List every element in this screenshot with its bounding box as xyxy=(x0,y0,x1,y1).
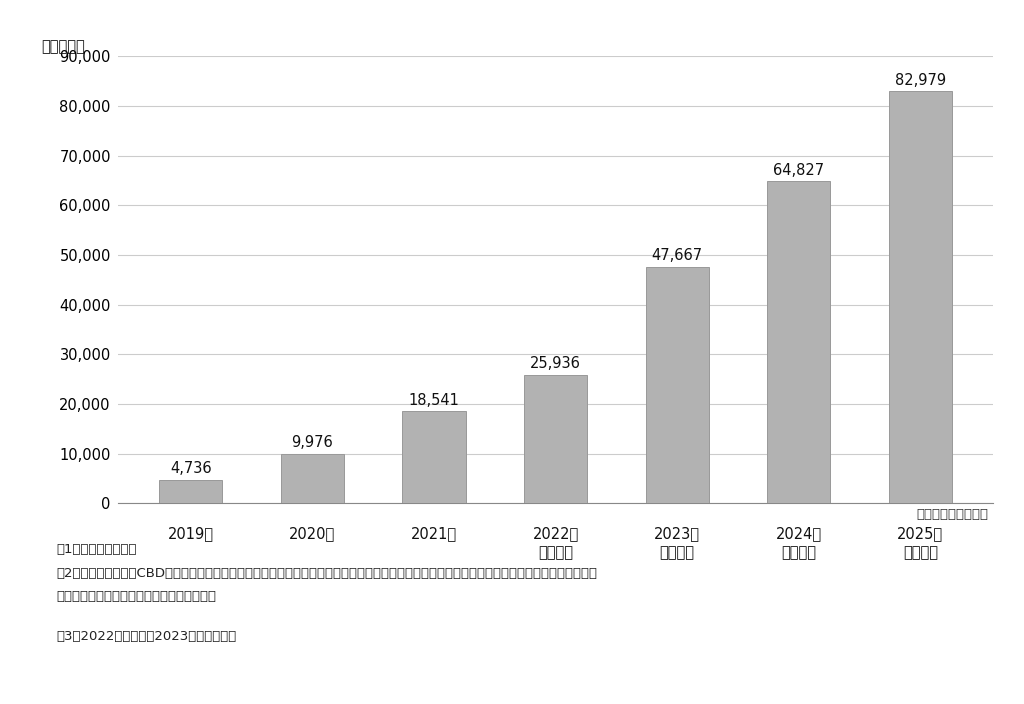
Text: 2025年: 2025年 xyxy=(897,526,943,541)
Text: 18,541: 18,541 xyxy=(409,393,460,408)
Bar xyxy=(889,92,952,503)
Text: 9,976: 9,976 xyxy=(292,435,333,451)
Bar xyxy=(402,411,466,503)
Text: （見込）: （見込） xyxy=(538,546,573,560)
Text: （百万円）: （百万円） xyxy=(41,39,85,54)
Text: 82,979: 82,979 xyxy=(895,73,946,88)
Text: 注1．小売金額ベース: 注1．小売金額ベース xyxy=(56,543,137,556)
Bar xyxy=(767,182,830,503)
Bar xyxy=(281,454,344,503)
Bar xyxy=(159,480,222,503)
Text: 47,667: 47,667 xyxy=(651,248,702,263)
Text: 2024年: 2024年 xyxy=(775,526,822,541)
Text: 注3．2022年見込値、2023年以降予測値: 注3．2022年見込値、2023年以降予測値 xyxy=(56,630,237,643)
Text: 注2．本調査におけるCBD製品は、食品（オイル、サプリメント、グミ、クッキーなど）、ベイプ（電子タバコ）、化粧品（クリーム、美容液、ボ: 注2．本調査におけるCBD製品は、食品（オイル、サプリメント、グミ、クッキーなど… xyxy=(56,567,597,579)
Text: （予測）: （予測） xyxy=(659,546,694,560)
Text: （予測）: （予測） xyxy=(903,546,938,560)
Text: （予測）: （予測） xyxy=(781,546,816,560)
Text: ディケアアイテムなど）を対象とする。: ディケアアイテムなど）を対象とする。 xyxy=(56,590,216,603)
Bar xyxy=(524,375,587,503)
Text: 2021年: 2021年 xyxy=(411,526,457,541)
Text: 2023年: 2023年 xyxy=(654,526,700,541)
Text: 25,936: 25,936 xyxy=(530,356,581,371)
Text: 2019年: 2019年 xyxy=(168,526,214,541)
Text: 矢野経済研究所調べ: 矢野経済研究所調べ xyxy=(916,508,988,521)
Text: 2022年: 2022年 xyxy=(532,526,579,541)
Text: 4,736: 4,736 xyxy=(170,461,212,477)
Bar xyxy=(645,267,709,503)
Text: 64,827: 64,827 xyxy=(773,163,824,178)
Text: 2020年: 2020年 xyxy=(289,526,336,541)
